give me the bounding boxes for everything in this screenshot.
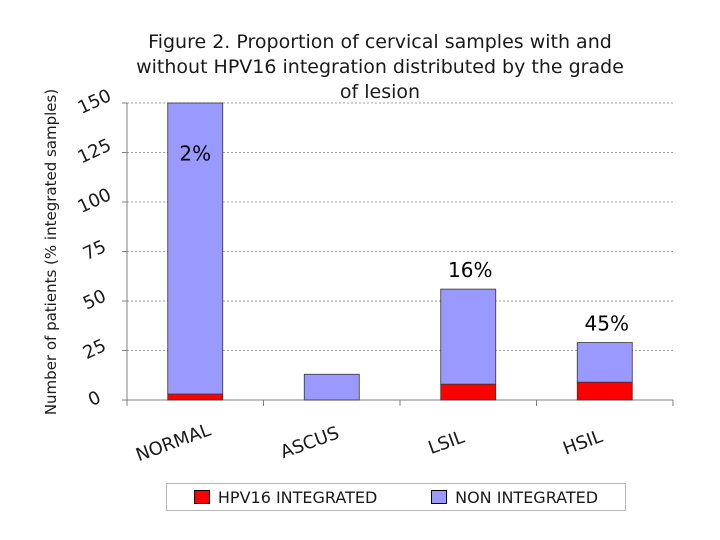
bar-non-integrated [167,102,224,395]
legend-item: NON INTEGRATED [431,488,598,507]
x-tick-label: NORMAL [133,420,213,466]
gridlines [127,102,673,351]
chart-title-line: Figure 2. Proportion of cervical samples… [148,31,612,53]
data-label: 16% [448,258,492,282]
chart-title-line: of lesion [339,81,421,103]
legend-swatch-non-integrated [431,490,448,504]
bar-integrated [167,393,224,401]
x-tick-label: LSIL [425,427,467,459]
legend-item: HPV16 INTEGRATED [193,487,378,507]
y-tick-label: 0 [85,387,104,411]
x-tick-label: HSIL [560,426,605,460]
bar-non-integrated [576,342,633,383]
y-tick-label: 25 [80,335,110,364]
bar-non-integrated [303,373,360,401]
y-tick-label: 150 [75,85,115,119]
chart-title-line: without HPV16 integration distributed by… [136,56,624,78]
data-label: 2% [179,141,211,165]
y-axis-label: Number of patients (% integrated samples… [42,89,60,415]
y-tick-label: 75 [80,236,110,265]
y-tick-label: 100 [75,184,115,218]
bars [167,102,633,401]
chart-title: Figure 2. Proportion of cervical samples… [110,30,650,105]
x-tick-label: ASCUS [278,423,342,464]
labels: 0 25 50 75 100 125 150 Number of patients (% in… [42,85,629,466]
legend: HPV16 INTEGRATED NON INTEGRATED [166,483,626,511]
y-tick-label: 50 [80,286,110,315]
bar-integrated [440,383,497,401]
data-label: 45% [585,312,629,336]
bar-non-integrated [440,288,497,385]
y-tick-label: 125 [75,135,115,169]
legend-swatch-integrated [193,490,210,504]
bar-integrated [576,381,633,401]
legend-label: NON INTEGRATED [455,487,599,507]
legend-label: HPV16 INTEGRATED [217,487,378,507]
